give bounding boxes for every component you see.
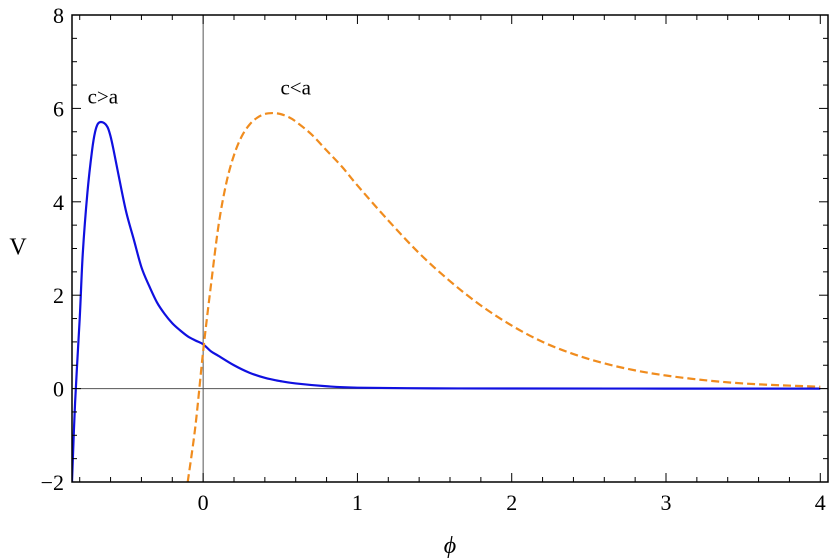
x-tick-label: 0 [198, 490, 209, 515]
annotations-layer: c>a c<a [88, 75, 312, 108]
y-tick-label: 8 [53, 3, 64, 28]
y-tick-label: 4 [53, 190, 64, 215]
series-line-1 [72, 120, 821, 482]
annotation-2: c<a [280, 75, 311, 99]
y-tick-label: 6 [53, 96, 64, 121]
series-layer [72, 111, 821, 482]
x-tick-label: 3 [661, 490, 672, 515]
zero-axes [72, 15, 828, 482]
x-tick-label: 2 [506, 490, 517, 515]
y-axis-label: V [9, 235, 27, 261]
x-tick-label: 1 [352, 490, 363, 515]
x-axis-label: ϕ [444, 533, 456, 559]
y-tick-label: 2 [53, 283, 64, 308]
y-tick-label: 0 [53, 377, 64, 402]
labels-layer: 0 1 2 3 4 −2 0 2 4 6 8 [41, 3, 826, 515]
annotation-1: c>a [88, 85, 119, 109]
series-line-2 [186, 111, 821, 482]
x-tick-label: 4 [815, 490, 826, 515]
plot-frame [71, 14, 829, 483]
ticks-layer [72, 14, 828, 483]
y-tick-label: −2 [41, 470, 64, 495]
